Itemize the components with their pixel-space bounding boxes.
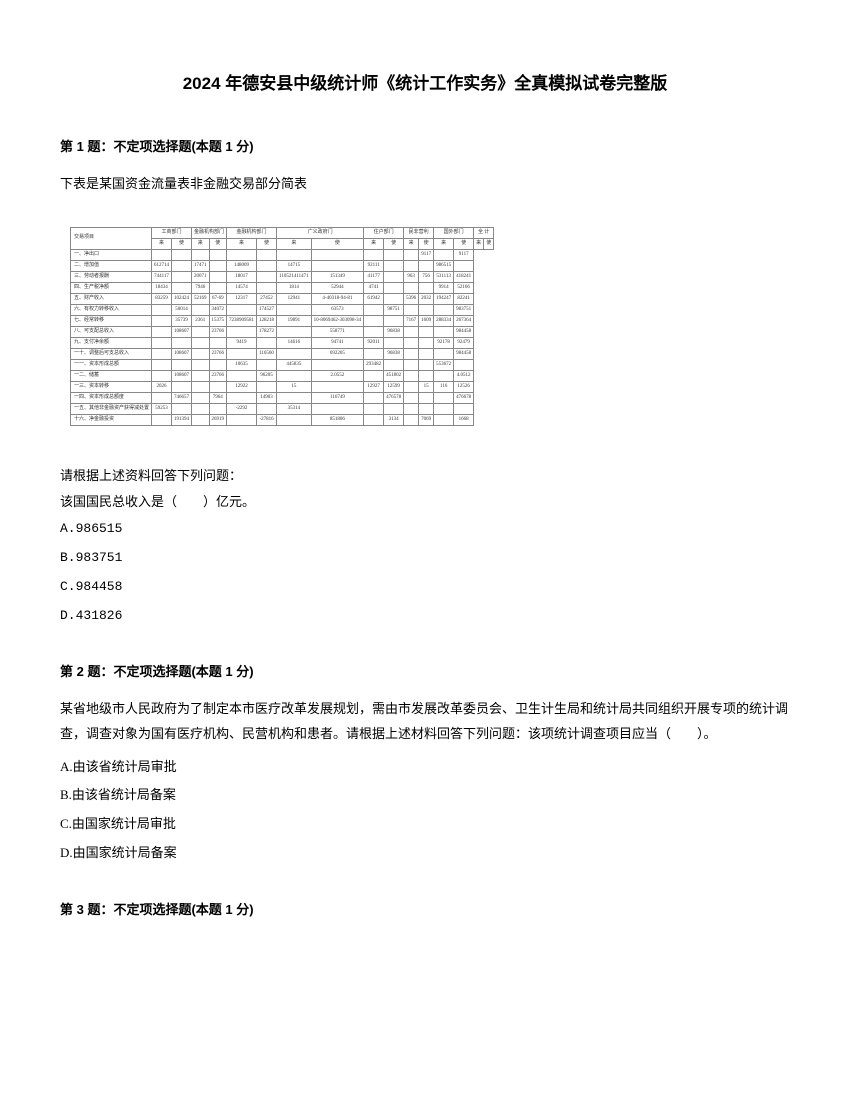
q1-option-d[interactable]: D.431826 xyxy=(60,606,790,627)
q1-intro: 下表是某国资金流量表非金融交易部分简表 xyxy=(60,172,790,197)
q2-option-b[interactable]: B.由该省统计局备案 xyxy=(60,785,790,806)
q1-option-c[interactable]: C.984458 xyxy=(60,577,790,598)
q3-header: 第 3 题：不定项选择题(本题 1 分) xyxy=(60,900,790,921)
question-2: 第 2 题：不定项选择题(本题 1 分) 某省地级市人民政府为了制定本市医疗改革… xyxy=(60,662,790,863)
page-title: 2024 年德安县中级统计师《统计工作实务》全真模拟试卷完整版 xyxy=(60,70,790,97)
q1-options: A.986515 B.983751 C.984458 D.431826 xyxy=(60,519,790,626)
q2-option-d[interactable]: D.由国家统计局备案 xyxy=(60,843,790,864)
q2-text: 某省地级市人民政府为了制定本市医疗改革发展规划，需由市发展改革委员会、卫生计生局… xyxy=(60,697,790,746)
q1-header: 第 1 题：不定项选择题(本题 1 分) xyxy=(60,137,790,158)
q1-option-b[interactable]: B.983751 xyxy=(60,548,790,569)
q1-option-a[interactable]: A.986515 xyxy=(60,519,790,540)
question-3: 第 3 题：不定项选择题(本题 1 分) xyxy=(60,900,790,921)
q2-option-a[interactable]: A.由该省统计局审批 xyxy=(60,757,790,778)
q2-options: A.由该省统计局审批 B.由该省统计局备案 C.由国家统计局审批 D.由国家统计… xyxy=(60,757,790,864)
q1-instruction: 请根据上述资料回答下列问题： xyxy=(60,466,790,487)
q1-table: 交易项目工商部门金融机构部门金融机构部门广义政府门住户部门民非营利国外部门全 计… xyxy=(70,227,790,426)
q2-header: 第 2 题：不定项选择题(本题 1 分) xyxy=(60,662,790,683)
q1-stem: 该国国民总收入是（ ）亿元。 xyxy=(60,492,790,513)
q2-option-c[interactable]: C.由国家统计局审批 xyxy=(60,814,790,835)
question-1: 第 1 题：不定项选择题(本题 1 分) 下表是某国资金流量表非金融交易部分简表… xyxy=(60,137,790,626)
